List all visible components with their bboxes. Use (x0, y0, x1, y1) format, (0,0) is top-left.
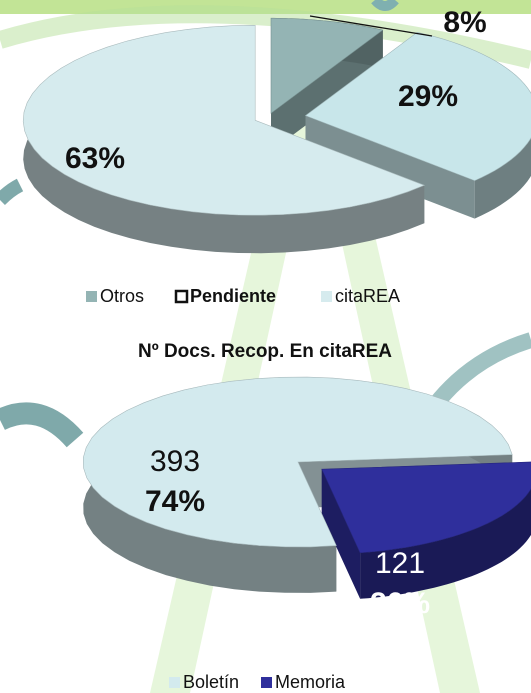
legend-swatch (169, 677, 180, 688)
legend-label: Otros (100, 286, 144, 306)
legend-label: Pendiente (190, 286, 276, 306)
data-label: 29% (398, 80, 458, 113)
chart-title: Nº Docs. Recop. En citaREA (138, 341, 392, 362)
data-label: 63% (65, 142, 125, 175)
legend-label: citaREA (335, 286, 400, 306)
slice-wall (305, 115, 475, 219)
legend-swatch (321, 291, 332, 302)
legend-swatch (86, 291, 97, 302)
data-label: 121 (375, 547, 425, 580)
leader-line (309, 15, 433, 37)
slice (304, 31, 531, 181)
slice (270, 17, 384, 114)
slice-side (23, 25, 425, 254)
legend-swatch (174, 289, 189, 304)
slice-side (360, 488, 531, 599)
slice-wall (321, 469, 361, 599)
legend-label: Memoria (275, 672, 346, 692)
percentage-label: 26% (370, 587, 430, 620)
slice (82, 376, 513, 548)
data-label: 393 (150, 445, 200, 478)
data-label: 8% (443, 6, 486, 39)
legend-swatch (261, 677, 272, 688)
percentage-label: 74% (145, 485, 205, 518)
legend-label: Boletín (183, 672, 239, 692)
slice (22, 24, 426, 216)
slice (321, 461, 531, 554)
